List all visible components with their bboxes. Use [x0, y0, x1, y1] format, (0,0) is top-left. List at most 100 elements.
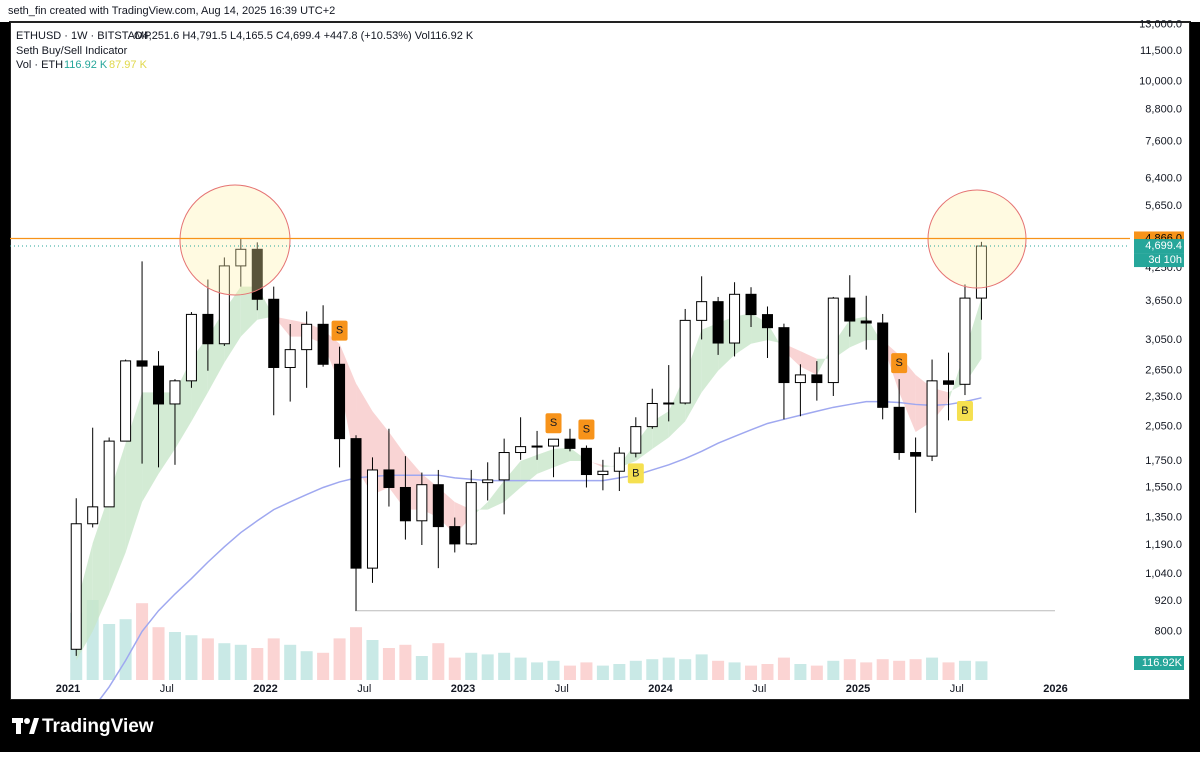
volume-bar	[465, 652, 478, 680]
volume-bar	[514, 657, 527, 680]
brand: TradingView	[42, 716, 154, 737]
countdown-label: 3d 10h	[1148, 254, 1182, 266]
cloud-segment	[553, 447, 570, 468]
candle-body	[399, 486, 411, 522]
volume-bar	[975, 661, 988, 680]
x-tick-label: Jul	[752, 683, 766, 695]
y-tick-label: 800.0	[1154, 625, 1182, 637]
x-tick-label: Jul	[950, 683, 964, 695]
candle-body	[975, 245, 987, 299]
volume-bar	[300, 651, 313, 680]
signal-marker	[891, 353, 908, 374]
x-tick-label: 2022	[253, 683, 277, 695]
cloud-segment	[158, 392, 175, 474]
volume-bar	[267, 638, 280, 680]
volume-bar	[926, 657, 939, 680]
volume-axis-label: 116.92K	[1142, 657, 1183, 669]
cloud-segment	[142, 392, 159, 502]
x-tick-label: Jul	[555, 683, 569, 695]
volume-bar	[498, 652, 511, 680]
volume-bar	[843, 659, 856, 680]
cloud-segment	[471, 501, 488, 518]
candle-body	[646, 402, 658, 428]
candle-body	[580, 447, 592, 476]
header: seth_fin created with TradingView.com, A…	[8, 5, 335, 17]
cloud-segment	[849, 316, 867, 348]
volume-bar	[201, 638, 214, 680]
candle-body	[844, 297, 856, 322]
symbol: ETHUSD · 1W · BITSTAMP	[16, 30, 151, 42]
y-tick-label: 3,650.0	[1145, 295, 1182, 307]
candle-body	[185, 313, 197, 382]
candle-body	[959, 297, 971, 385]
signal-label: B	[961, 405, 968, 417]
candle-body	[548, 438, 560, 447]
candle-body	[761, 314, 773, 329]
volume-bar	[547, 660, 560, 680]
y-tick-label: 5,650.0	[1145, 200, 1182, 212]
volume-bar	[662, 657, 675, 680]
candle-body	[893, 406, 905, 454]
candle-body	[432, 484, 444, 528]
y-tick-label: 8,800.0	[1145, 103, 1182, 115]
volume-bar	[234, 644, 247, 680]
volume-bar	[893, 660, 906, 680]
candle-body	[597, 470, 609, 476]
volume-bar	[563, 665, 576, 680]
candle-body	[663, 402, 675, 405]
volume-bar	[284, 644, 297, 680]
candle-body	[169, 380, 181, 405]
volume-bar	[415, 656, 428, 680]
candle-body	[926, 380, 938, 457]
candle-body	[811, 374, 823, 384]
volume-bar	[712, 660, 725, 680]
x-tick-label: 2023	[451, 683, 475, 695]
volume-bar	[399, 644, 412, 680]
candle-body	[827, 297, 839, 384]
volume-bar	[251, 648, 264, 680]
x-tick-label: Jul	[160, 683, 174, 695]
candle-body	[910, 452, 922, 457]
y-tick-label: 2,650.0	[1145, 365, 1182, 377]
candle-body	[136, 360, 148, 367]
indicator: Seth Buy/Sell Indicator	[16, 45, 128, 57]
ohlc: O4,251.6 H4,791.5 L4,165.5 C4,699.4 +447…	[134, 30, 474, 42]
signal-marker	[578, 419, 595, 440]
plot	[70, 238, 1055, 699]
candle-body	[515, 446, 527, 454]
cloud-segment	[537, 448, 554, 474]
signal-label: S	[583, 423, 590, 435]
candle-body	[712, 301, 724, 344]
volume-bar	[596, 665, 609, 680]
candle-body	[251, 248, 263, 300]
candle-body	[943, 380, 955, 385]
candle-body	[103, 440, 115, 508]
volume-bar	[448, 657, 461, 680]
volume-bar	[218, 643, 231, 680]
candle-body	[564, 438, 576, 449]
cloud-segment	[92, 494, 110, 632]
candle-body	[729, 293, 741, 344]
candle-body	[696, 301, 708, 321]
candle-body	[416, 484, 428, 522]
cloud-segment	[520, 454, 538, 488]
volume-axis-label-bg	[1134, 656, 1184, 670]
cloud-segment	[487, 480, 505, 510]
right-band	[1190, 22, 1200, 700]
logo: TradingView	[12, 716, 154, 737]
y-tick-label: 1,550.0	[1145, 481, 1182, 493]
signal-marker	[956, 401, 973, 422]
candle-body	[531, 445, 543, 448]
volume-value: 116.92 K	[64, 59, 108, 71]
volume-bar	[958, 660, 971, 680]
candle-body	[268, 298, 280, 368]
y-tick-label: 2,050.0	[1145, 421, 1182, 433]
y-tick-label: 1,040.0	[1145, 568, 1182, 580]
ma-line	[99, 397, 982, 699]
candle-body	[794, 374, 806, 384]
cloud-segment	[504, 461, 521, 502]
volume-bar	[794, 664, 807, 680]
volume-bar	[185, 635, 198, 680]
candle-body	[87, 506, 99, 525]
